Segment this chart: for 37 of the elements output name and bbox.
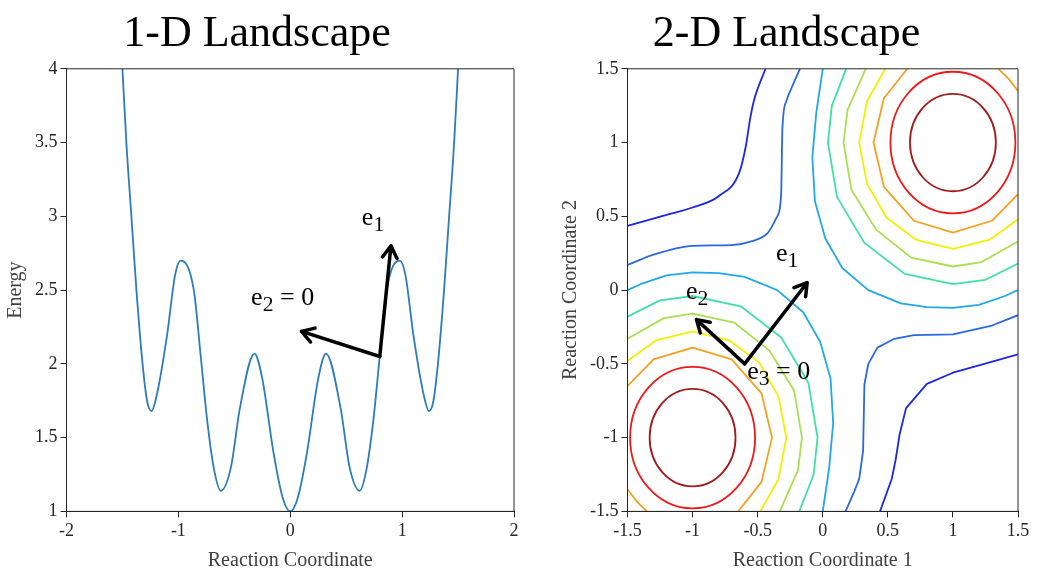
x-tick-label: -1 (685, 519, 701, 540)
y-tick-label: 1.5 (595, 57, 619, 78)
x-axis-title: Reaction Coordinate (207, 548, 373, 571)
y-tick-label: 4 (48, 57, 58, 78)
x-tick-label: 1.5 (1006, 519, 1030, 540)
y-tick-label: 0.5 (595, 205, 619, 226)
y-tick-label: 2 (48, 352, 58, 373)
chart-title: 1-D Landscape (123, 6, 391, 56)
x-tick-label: 0 (285, 519, 295, 540)
y-tick-label: 1 (48, 500, 58, 521)
y-tick-label: 1 (609, 131, 619, 152)
y-tick-label: 3 (48, 205, 58, 226)
x-tick-label: -0.5 (743, 519, 772, 540)
y-tick-label: 3.5 (35, 131, 58, 152)
annotation: e$_{1}$ (361, 202, 385, 239)
x-tick-label: 0.5 (876, 519, 900, 540)
line-series (627, 68, 767, 227)
y-tick-label: -1 (603, 426, 619, 447)
y-tick-label: 0 (609, 278, 619, 299)
line-series (627, 68, 801, 266)
y-tick-label: 2.5 (35, 278, 58, 299)
x-axis-title: Reaction Coordinate 1 (732, 548, 913, 571)
annotation: e$_{2}$ = 0 (251, 281, 315, 319)
x-tick-label: -2 (59, 519, 74, 540)
x-tick-label: 0 (818, 519, 828, 540)
chart-title: 2-D Landscape (652, 6, 921, 56)
y-axis-title: Energy (3, 261, 27, 319)
x-tick-label: 2 (509, 519, 519, 540)
y-axis-title: Reaction Coordinate 2 (558, 200, 581, 381)
line-series (121, 68, 459, 512)
x-tick-label: -1 (170, 519, 186, 540)
annotation: e$_{1}$ (775, 237, 799, 274)
x-tick-label: 1 (948, 519, 958, 540)
y-tick-label: -0.5 (589, 352, 619, 373)
x-tick-label: 1 (397, 519, 407, 540)
y-tick-label: 1.5 (35, 426, 58, 447)
y-tick-label: -1.5 (589, 500, 619, 521)
